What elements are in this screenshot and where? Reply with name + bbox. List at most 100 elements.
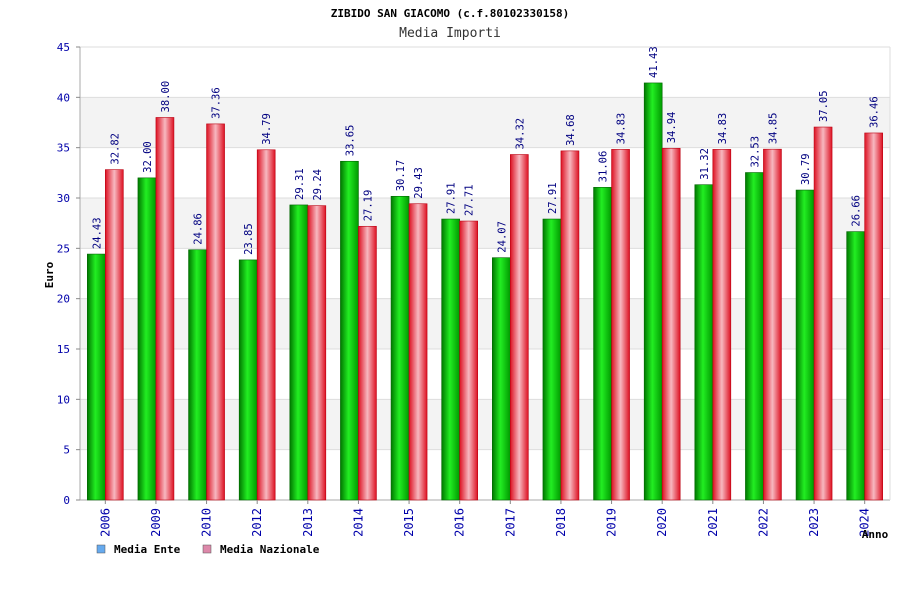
y-axis-label: Euro [43, 261, 56, 288]
bar-media-ente-2012 [238, 259, 258, 501]
legend-swatch-media-ente [96, 544, 106, 554]
x-tick-label: 2016 [453, 508, 467, 537]
x-axis-ticks: 2006 2009 2010 2012 2013 2014 2015 2016 2017 2018… [98, 500, 872, 537]
value-label: 41.43 [648, 46, 660, 78]
bar-media-nazionale-2021 [712, 149, 732, 501]
x-tick-label: 2019 [605, 508, 619, 537]
bar-media-ente-2006 [87, 253, 106, 501]
x-tick-label: 2006 [98, 508, 112, 537]
legend-swatch-media-nazionale [202, 544, 212, 554]
y-tick-label: 40 [57, 91, 70, 104]
y-axis-ticks: 0 5 10 15 20 25 30 35 40 45 [57, 41, 80, 507]
x-tick-label: 2024 [858, 508, 872, 537]
bar-media-ente-2010 [188, 249, 207, 501]
value-label: 34.32 [514, 118, 526, 150]
x-tick-label: 2018 [554, 508, 568, 537]
legend-label-media-ente: Media Ente [114, 543, 181, 556]
value-label: 33.65 [344, 125, 356, 157]
value-label: 32.82 [109, 133, 121, 165]
bar-media-ente-2023 [795, 189, 815, 501]
bar-media-ente-2022 [745, 172, 764, 501]
value-label: 24.43 [91, 217, 103, 249]
bar-media-nazionale-2022 [763, 148, 782, 501]
value-label: 27.91 [446, 182, 458, 214]
value-label: 36.46 [869, 96, 881, 128]
bar-media-ente-2015 [390, 195, 410, 501]
y-tick-label: 35 [57, 142, 70, 155]
bar-media-ente-2019 [593, 187, 612, 501]
bar-media-nazionale-2006 [105, 169, 124, 501]
bar-media-nazionale-2020 [661, 147, 681, 501]
bar-media-nazionale-2013 [307, 205, 327, 501]
bar-media-nazionale-2017 [510, 154, 529, 501]
value-label: 34.79 [261, 113, 273, 145]
value-label: 26.66 [851, 195, 863, 227]
value-label: 34.83 [717, 113, 729, 145]
bar-media-ente-2016 [441, 218, 460, 501]
bar-media-nazionale-2019 [611, 149, 630, 501]
value-labels: 24.43 32.82 32.00 38.00 24.86 37.36 23.85 34.79… [91, 46, 880, 255]
bar-media-nazionale-2015 [408, 203, 428, 501]
value-label: 27.19 [362, 190, 374, 222]
bar-media-ente-2018 [542, 218, 562, 501]
legend-label-media-nazionale: Media Nazionale [220, 543, 320, 556]
value-label: 27.91 [547, 182, 559, 214]
value-label: 38.00 [160, 81, 172, 113]
y-tick-label: 0 [63, 494, 70, 507]
bar-media-ente-2009 [137, 177, 157, 501]
value-label: 30.79 [800, 153, 812, 185]
value-label: 34.94 [666, 112, 678, 144]
x-tick-label: 2015 [402, 508, 416, 537]
bar-media-nazionale-2014 [358, 225, 377, 501]
value-label: 31.32 [699, 148, 711, 180]
x-tick-label: 2010 [200, 508, 214, 537]
value-label: 29.43 [413, 167, 425, 199]
x-tick-label: 2009 [149, 508, 163, 537]
bar-media-nazionale-2018 [560, 150, 580, 501]
bar-media-nazionale-2016 [459, 220, 478, 501]
value-label: 34.85 [767, 113, 779, 145]
value-label: 37.36 [211, 87, 223, 119]
bar-media-nazionale-2010 [206, 123, 225, 501]
x-tick-label: 2012 [250, 508, 264, 537]
bar-media-ente-2024 [846, 231, 865, 501]
value-label: 24.86 [193, 213, 205, 245]
value-label: 31.06 [598, 151, 610, 183]
bar-media-ente-2014 [340, 160, 359, 501]
y-tick-label: 15 [57, 343, 70, 356]
value-label: 24.07 [496, 221, 508, 253]
x-tick-label: 2021 [706, 508, 720, 537]
x-tick-label: 2023 [807, 508, 821, 537]
bar-media-nazionale-2009 [155, 117, 175, 501]
value-label: 37.05 [818, 90, 830, 122]
value-label: 32.00 [142, 141, 154, 173]
x-tick-label: 2022 [756, 508, 770, 537]
bar-media-ente-2013 [289, 204, 309, 501]
x-tick-label: 2014 [351, 508, 365, 537]
y-tick-label: 5 [63, 444, 70, 457]
legend: Media Ente Media Nazionale [96, 543, 320, 556]
bar-media-nazionale-2023 [813, 126, 833, 501]
value-label: 30.17 [395, 160, 407, 192]
value-label: 29.31 [294, 168, 306, 200]
bar-media-ente-2020 [643, 82, 663, 501]
bar-media-ente-2021 [694, 184, 714, 501]
bar-media-nazionale-2024 [864, 132, 883, 501]
x-tick-label: 2013 [301, 508, 315, 537]
value-label: 29.24 [312, 169, 324, 201]
value-label: 32.53 [749, 136, 761, 168]
value-label: 34.83 [616, 113, 628, 145]
bar-media-nazionale-2012 [256, 149, 276, 501]
value-label: 27.71 [464, 184, 476, 216]
value-label: 23.85 [243, 223, 255, 255]
y-tick-label: 45 [57, 41, 70, 54]
bars [87, 82, 883, 501]
y-tick-label: 30 [57, 192, 70, 205]
y-tick-label: 25 [57, 242, 70, 255]
bar-media-ente-2017 [492, 257, 511, 501]
x-tick-label: 2020 [655, 508, 669, 537]
chart-title: ZIBIDO SAN GIACOMO (c.f.80102330158) [331, 7, 569, 20]
chart-subtitle: Media Importi [399, 26, 501, 41]
